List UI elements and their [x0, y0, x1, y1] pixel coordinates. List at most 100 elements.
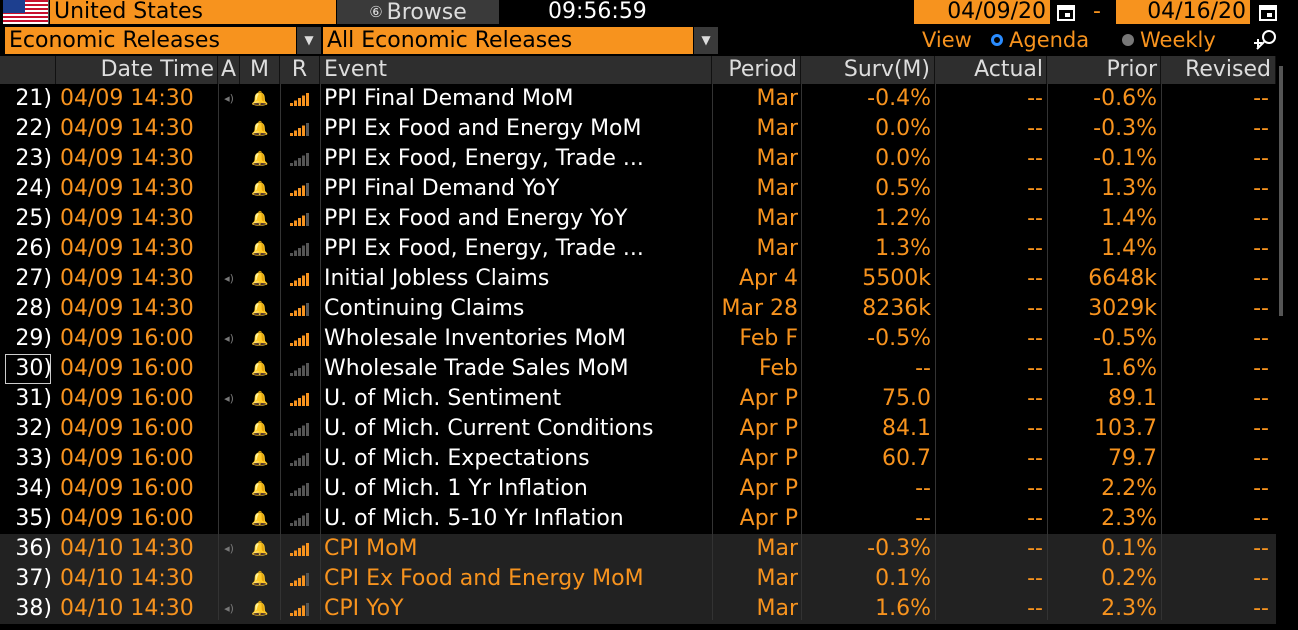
empty-audio-cell — [218, 564, 240, 594]
speaker-icon[interactable]: ◂) — [224, 332, 234, 345]
speaker-icon[interactable]: ◂) — [224, 392, 234, 405]
col-survey[interactable]: Surv(M) — [801, 56, 935, 84]
bell-icon[interactable]: 🔔 — [251, 421, 269, 437]
event-name[interactable]: PPI Ex Food, Energy, Trade ... — [324, 146, 644, 171]
survey-value: 1.2% — [875, 206, 931, 231]
bell-icon[interactable]: 🔔 — [251, 331, 269, 347]
table-row[interactable]: 25) 04/09 14:30 🔔 PPI Ex Food and Energy Yo… — [0, 204, 1276, 234]
col-period[interactable]: Period — [712, 56, 801, 84]
relevance-bars-icon — [280, 264, 320, 294]
table-row[interactable]: 27) 04/09 14:30 ◂) 🔔 Initial Jobless Claims A… — [0, 264, 1276, 294]
relevance-bars-icon — [280, 384, 320, 414]
view-agenda-radio[interactable]: Agenda — [991, 27, 1089, 53]
bell-icon[interactable]: 🔔 — [251, 91, 269, 107]
bell-icon[interactable]: 🔔 — [251, 241, 269, 257]
event-name[interactable]: Wholesale Inventories MoM — [324, 326, 626, 351]
col-revised[interactable]: Revised — [1161, 56, 1276, 84]
start-date-field[interactable]: 04/09/20 — [914, 0, 1050, 24]
release-datetime: 04/09 16:00 — [60, 476, 194, 501]
table-row[interactable]: 36) 04/10 14:30 ◂) 🔔 CPI MoM Mar -0.3% -- 0.1% -- — [0, 534, 1276, 564]
table-row[interactable]: 21) 04/09 14:30 ◂) 🔔 PPI Final Demand MoM Mar… — [0, 84, 1276, 114]
col-relevance[interactable]: R — [280, 56, 320, 84]
event-name[interactable]: Wholesale Trade Sales MoM — [324, 356, 629, 381]
bell-icon[interactable]: 🔔 — [251, 301, 269, 317]
release-datetime: 04/09 16:00 — [60, 356, 194, 381]
event-name[interactable]: Continuing Claims — [324, 296, 525, 321]
empty-audio-cell — [218, 204, 240, 234]
event-name[interactable]: CPI Ex Food and Energy MoM — [324, 566, 644, 591]
table-row[interactable]: 31) 04/09 16:00 ◂) 🔔 U. of Mich. Sentiment Ap… — [0, 384, 1276, 414]
table-row[interactable]: 26) 04/09 14:30 🔔 PPI Ex Food, Energy, Trad… — [0, 234, 1276, 264]
col-actual[interactable]: Actual — [935, 56, 1047, 84]
row-number: 21) — [15, 86, 52, 111]
bell-icon[interactable]: 🔔 — [251, 511, 269, 527]
col-audio[interactable]: A — [218, 56, 240, 84]
event-name[interactable]: PPI Ex Food and Energy YoY — [324, 206, 628, 231]
table-row[interactable]: 30) 04/09 16:00 🔔 Wholesale Trade Sales MoM… — [0, 354, 1276, 384]
event-name[interactable]: U. of Mich. Current Conditions — [324, 416, 654, 441]
col-alert[interactable]: M — [240, 56, 280, 84]
end-date-field[interactable]: 04/16/20 — [1116, 0, 1250, 24]
event-name[interactable]: U. of Mich. Expectations — [324, 446, 590, 471]
col-prior[interactable]: Prior — [1047, 56, 1161, 84]
table-row[interactable]: 23) 04/09 14:30 🔔 PPI Ex Food, Energy, Trad… — [0, 144, 1276, 174]
event-name[interactable]: U. of Mich. 5-10 Yr Inflation — [324, 506, 624, 531]
event-name[interactable]: PPI Final Demand YoY — [324, 176, 560, 201]
release-filter-dropdown[interactable]: All Economic Releases — [323, 27, 693, 54]
event-name[interactable]: Initial Jobless Claims — [324, 266, 550, 291]
event-name[interactable]: PPI Ex Food and Energy MoM — [324, 116, 642, 141]
period-value: Mar — [756, 146, 798, 171]
table-row[interactable]: 38) 04/10 14:30 ◂) 🔔 CPI YoY Mar 1.6% -- 2.3% -- — [0, 594, 1276, 624]
table-row[interactable]: 34) 04/09 16:00 🔔 U. of Mich. 1 Yr Inflatio… — [0, 474, 1276, 504]
chevron-down-icon[interactable]: ▼ — [297, 27, 321, 54]
bell-icon[interactable]: 🔔 — [251, 151, 269, 167]
event-name[interactable]: PPI Final Demand MoM — [324, 86, 574, 111]
event-name[interactable]: CPI MoM — [324, 536, 418, 561]
bell-icon[interactable]: 🔔 — [251, 211, 269, 227]
bell-icon[interactable]: 🔔 — [251, 571, 269, 587]
vertical-scrollbar[interactable] — [1277, 56, 1285, 620]
bell-icon[interactable]: 🔔 — [251, 181, 269, 197]
chevron-down-icon[interactable]: ▼ — [694, 27, 718, 54]
event-name[interactable]: U. of Mich. 1 Yr Inflation — [324, 476, 588, 501]
speaker-icon[interactable]: ◂) — [224, 92, 234, 105]
scroll-thumb[interactable] — [1279, 66, 1283, 316]
empty-audio-cell — [218, 144, 240, 174]
bell-icon[interactable]: 🔔 — [251, 601, 269, 617]
col-event[interactable]: Event — [320, 56, 712, 84]
bell-icon[interactable]: 🔔 — [251, 361, 269, 377]
event-name[interactable]: PPI Ex Food, Energy, Trade ... — [324, 236, 644, 261]
actual-value: -- — [1027, 86, 1043, 111]
survey-value: 1.6% — [875, 596, 931, 621]
browse-button[interactable]: ⑥ Browse — [337, 0, 499, 25]
table-row[interactable]: 32) 04/09 16:00 🔔 U. of Mich. Current Condi… — [0, 414, 1276, 444]
period-value: Feb — [759, 356, 798, 381]
table-row[interactable]: 22) 04/09 14:30 🔔 PPI Ex Food and Energy Mo… — [0, 114, 1276, 144]
bell-icon[interactable]: 🔔 — [251, 451, 269, 467]
end-calendar-icon[interactable] — [1257, 1, 1279, 23]
table-row[interactable]: 33) 04/09 16:00 🔔 U. of Mich. Expectations A… — [0, 444, 1276, 474]
table-row[interactable]: 28) 04/09 14:30 🔔 Continuing Claims Mar 28 82… — [0, 294, 1276, 324]
speaker-icon[interactable]: ◂) — [224, 602, 234, 615]
zoom-icon[interactable] — [1252, 29, 1280, 51]
table-row[interactable]: 35) 04/09 16:00 🔔 U. of Mich. 5-10 Yr Infla… — [0, 504, 1276, 534]
speaker-icon[interactable]: ◂) — [224, 272, 234, 285]
table-row[interactable]: 24) 04/09 14:30 🔔 PPI Final Demand YoY Mar 0.… — [0, 174, 1276, 204]
bell-icon[interactable]: 🔔 — [251, 541, 269, 557]
bell-icon[interactable]: 🔔 — [251, 391, 269, 407]
prior-value: 2.3% — [1101, 596, 1157, 621]
period-value: Apr P — [739, 506, 798, 531]
source-dropdown[interactable]: Economic Releases — [5, 27, 296, 54]
event-name[interactable]: CPI YoY — [324, 596, 404, 621]
start-calendar-icon[interactable] — [1055, 1, 1077, 23]
view-weekly-radio[interactable]: Weekly — [1122, 27, 1216, 53]
bell-icon[interactable]: 🔔 — [251, 121, 269, 137]
bell-icon[interactable]: 🔔 — [251, 271, 269, 287]
speaker-icon[interactable]: ◂) — [224, 542, 234, 555]
table-row[interactable]: 37) 04/10 14:30 🔔 CPI Ex Food and Energy Mo… — [0, 564, 1276, 594]
bell-icon[interactable]: 🔔 — [251, 481, 269, 497]
col-datetime[interactable]: Date Time — [56, 56, 218, 84]
event-name[interactable]: U. of Mich. Sentiment — [324, 386, 562, 411]
table-row[interactable]: 29) 04/09 16:00 ◂) 🔔 Wholesale Inventories M… — [0, 324, 1276, 354]
country-selector[interactable]: United States — [50, 0, 336, 24]
